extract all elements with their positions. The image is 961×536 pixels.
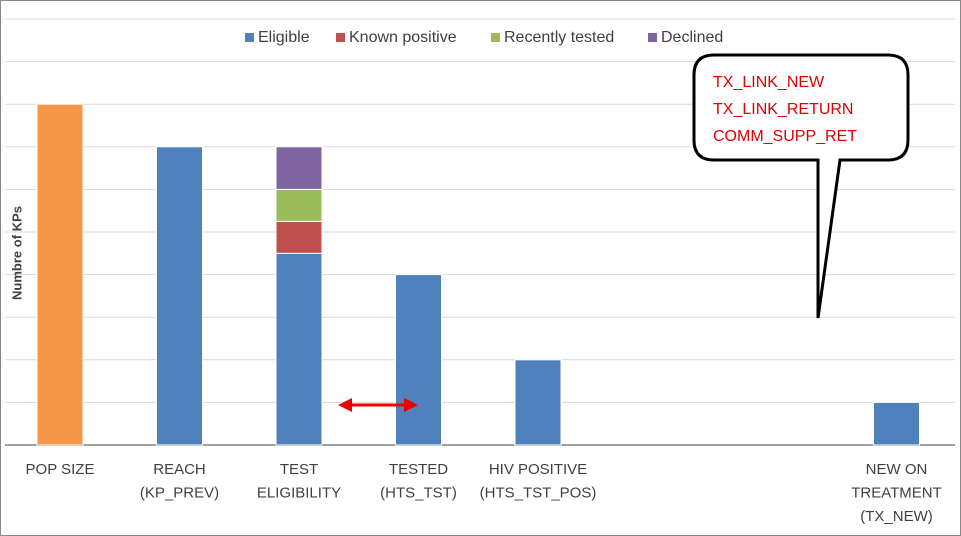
legend-swatch xyxy=(336,33,345,42)
x-tick-label: TESTED (HTS_TST) xyxy=(380,461,457,502)
bar-segment xyxy=(873,401,920,446)
legend-label: Declined xyxy=(661,29,723,46)
x-tick-label-line: REACH xyxy=(153,461,206,478)
annotation: TX_LINK_NEW xyxy=(713,74,825,91)
x-tick-label: HIV POSITIVE (HTS_TST_POS) xyxy=(480,461,597,502)
x-tick-label-line: TEST xyxy=(280,461,318,478)
x-tick-label-line: (KP_PREV) xyxy=(140,484,219,501)
bar-segment xyxy=(514,359,562,446)
bar-segment xyxy=(275,252,323,446)
legend-label: Recently tested xyxy=(504,29,614,46)
x-tick-label-line: (HTS_TST) xyxy=(380,484,457,501)
legend-swatch xyxy=(648,33,657,42)
legend-swatch xyxy=(491,33,500,42)
x-tick-label-line: NEW ON xyxy=(866,461,928,478)
legend-label: Known positive xyxy=(349,29,457,46)
y-axis-label: Numbre of KPs xyxy=(9,206,24,300)
x-tick-label: TEST ELIGIBILITY xyxy=(257,461,341,502)
x-tick-label-line: ELIGIBILITY xyxy=(257,484,341,501)
bar-segment xyxy=(275,146,323,190)
x-tick-label-line: TREATMENT xyxy=(851,484,942,501)
x-tick-label-line: (TX_NEW) xyxy=(860,508,933,525)
bar-segment xyxy=(275,188,323,222)
legend-label: Eligible xyxy=(258,29,310,46)
legend-swatch xyxy=(245,33,254,42)
annotation: COMM_SUPP_RET xyxy=(713,128,857,145)
x-tick-label-line: POP SIZE xyxy=(26,461,95,478)
x-tick-label-line: HIV POSITIVE xyxy=(489,461,587,478)
callout xyxy=(692,53,910,319)
bar-segment xyxy=(36,103,84,446)
bars xyxy=(36,103,920,446)
bar-segment xyxy=(395,274,442,446)
x-tick-label: NEW ON TREATMENT (TX_NEW) xyxy=(851,461,942,525)
x-tick-label: POP SIZE xyxy=(26,461,95,478)
bar-segment xyxy=(156,146,203,446)
x-tick-label-line: (HTS_TST_POS) xyxy=(480,484,597,501)
annotation: TX_LINK_RETURN xyxy=(713,101,853,118)
bar-segment xyxy=(275,220,323,254)
x-tick-label: REACH (KP_PREV) xyxy=(140,461,219,502)
x-tick-label-line: TESTED xyxy=(389,461,448,478)
double-arrow xyxy=(338,398,418,412)
